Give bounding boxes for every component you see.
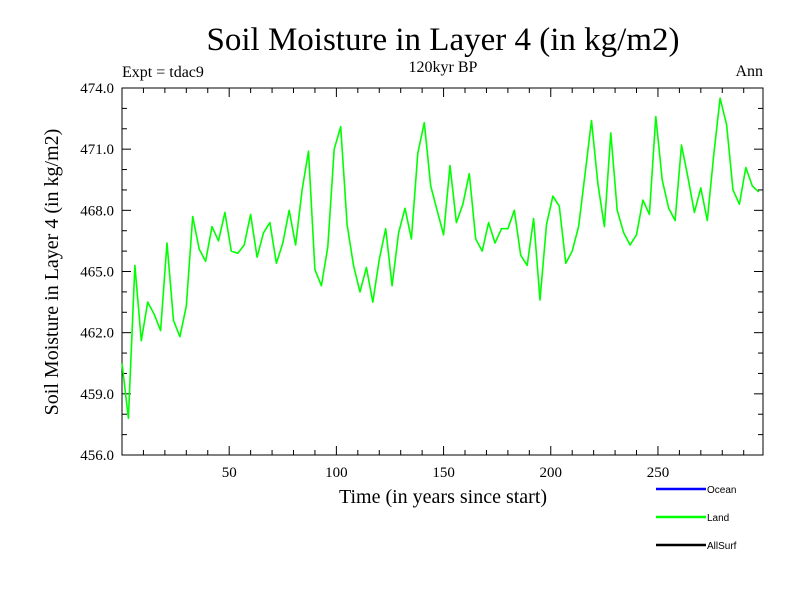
legend: Ocean Land AllSurf <box>656 485 737 552</box>
y-tick-label: 465.0 <box>80 265 114 281</box>
x-tick-label: 50 <box>222 465 237 481</box>
season-label: Ann <box>735 63 763 80</box>
chart-title: Soil Moisture in Layer 4 (in kg/m2) <box>207 22 680 58</box>
x-tick-label: 200 <box>540 465 563 481</box>
y-tick-label: 459.0 <box>80 387 114 403</box>
series-lines <box>121 97 760 420</box>
legend-label-ocean: Ocean <box>707 485 736 496</box>
x-axis-label: Time (in years since start) <box>339 486 547 508</box>
y-tick-label: 462.0 <box>80 326 114 342</box>
x-tick-label: 100 <box>325 465 348 481</box>
legend-label-allsurf: AllSurf <box>707 541 737 552</box>
y-tick-label: 474.0 <box>80 81 114 97</box>
y-tick-label: 456.0 <box>80 448 114 464</box>
x-tick-labels: 50 100 150 200 250 <box>222 465 670 481</box>
y-tick-label: 468.0 <box>80 203 114 219</box>
y-tick-labels: 456.0 459.0 462.0 465.0 468.0 471.0 474.0 <box>80 81 114 464</box>
legend-label-land: Land <box>707 513 729 524</box>
axis-ticks <box>122 87 763 456</box>
series-line-land <box>121 97 760 420</box>
y-tick-label: 471.0 <box>80 142 114 158</box>
y-axis-label: Soil Moisture in Layer 4 (in kg/m2) <box>41 129 63 416</box>
experiment-label: Expt = tdac9 <box>122 64 204 81</box>
x-tick-label: 250 <box>647 465 670 481</box>
plot-frame <box>121 87 764 456</box>
x-tick-label: 150 <box>432 465 455 481</box>
chart-subtitle: 120kyr BP <box>409 59 478 76</box>
